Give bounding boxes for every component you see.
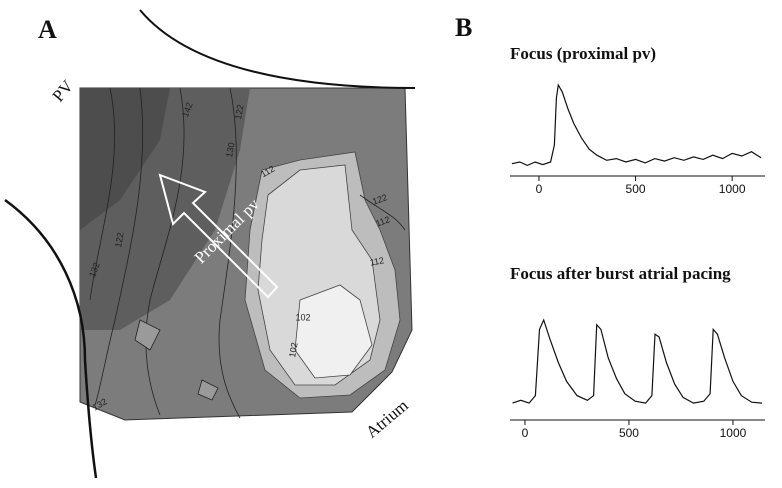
chart-title: Focus after burst atrial pacing bbox=[510, 264, 731, 283]
contour-label: 112 bbox=[374, 214, 391, 228]
x-tick-label: 1000 bbox=[720, 426, 747, 440]
contour-label: 102 bbox=[295, 312, 310, 322]
contour-label: 112 bbox=[369, 255, 385, 267]
trace bbox=[511, 83, 762, 167]
x-tick-label: 0 bbox=[536, 182, 543, 196]
atrium-outline bbox=[4, 198, 98, 479]
x-tick-label: 500 bbox=[626, 182, 646, 196]
contour-label: 142 bbox=[180, 101, 195, 119]
x-tick-label: 500 bbox=[619, 426, 639, 440]
vessel-outline bbox=[139, 9, 416, 89]
x-tick-label: 1000 bbox=[719, 182, 746, 196]
chart-title: Focus (proximal pv) bbox=[510, 44, 656, 63]
region-label: Atrium bbox=[362, 396, 412, 442]
contour-label: 122 bbox=[233, 104, 245, 121]
x-tick-label: 0 bbox=[522, 426, 529, 440]
vessel-label: PV bbox=[49, 76, 78, 105]
trace bbox=[512, 318, 763, 404]
contour-label: 132 bbox=[87, 261, 102, 279]
contour-label: 122 bbox=[113, 232, 125, 249]
panel-label: A bbox=[38, 15, 57, 44]
contour-label: 122 bbox=[371, 192, 389, 207]
contour-label: 102 bbox=[287, 342, 299, 359]
activation-map bbox=[79, 87, 413, 421]
contour-label: 130 bbox=[224, 142, 236, 159]
panel-label: B bbox=[455, 13, 472, 42]
